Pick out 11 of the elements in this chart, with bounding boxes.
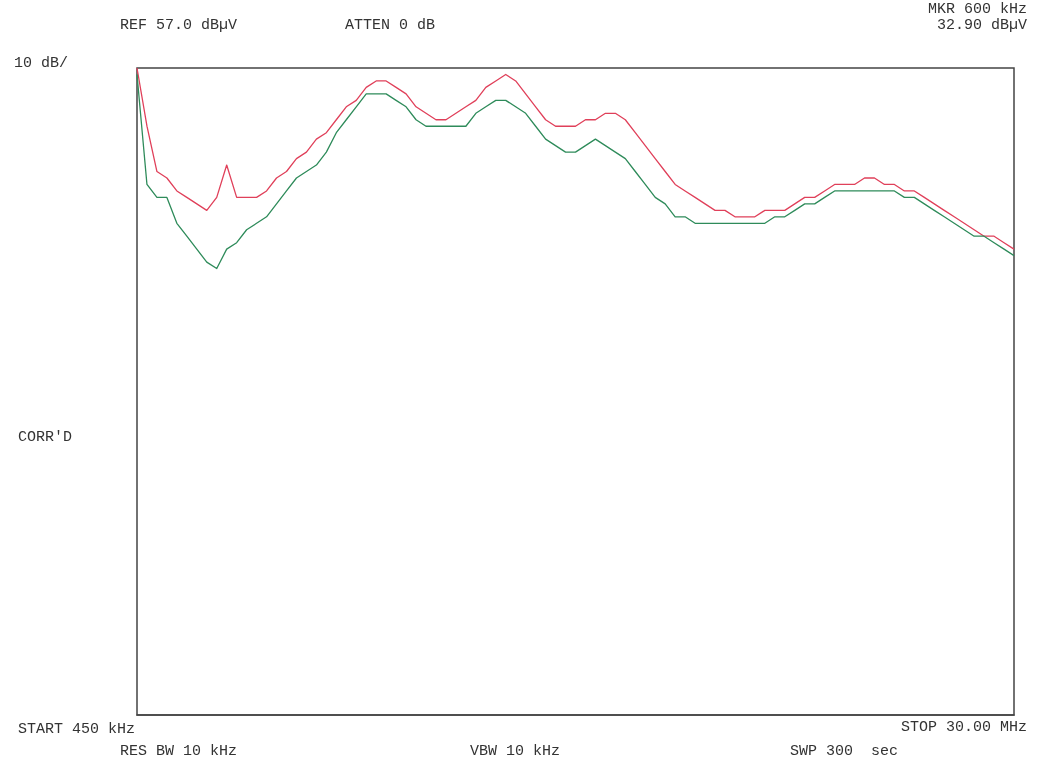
text: 32.90 dBµV (936, 17, 1027, 34)
text: SWP 300 sec (790, 743, 899, 760)
text: RES BW 10 kHz (120, 743, 238, 760)
text: VBW 10 kHz (470, 743, 561, 760)
text: 10 dB/ (14, 55, 69, 72)
text: REF 57.0 dBµV (120, 17, 238, 34)
text: MKR 600 kHz (927, 1, 1028, 18)
text: STOP 30.00 MHz (900, 719, 1028, 736)
text: CORR'D (18, 429, 73, 446)
text: START 450 kHz (18, 721, 136, 738)
text: ATTEN 0 dB (345, 17, 436, 34)
